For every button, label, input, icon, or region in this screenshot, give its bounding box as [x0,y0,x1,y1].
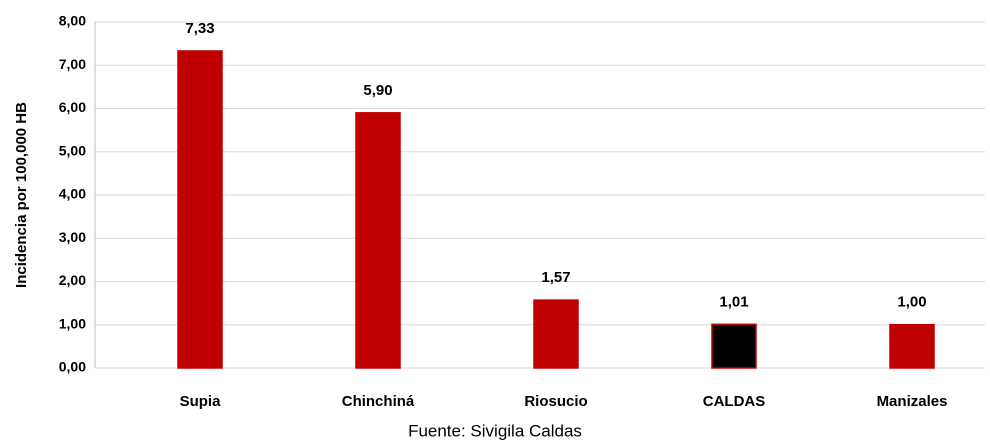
y-tick-label: 7,00 [59,56,86,72]
y-tick-label: 5,00 [59,142,86,158]
x-tick-label: Riosucio [524,393,587,410]
y-axis-label: Incidencia por 100,000 HB [13,102,30,288]
x-tick-label: CALDAS [703,393,766,410]
x-tick-label: Supia [180,393,221,410]
y-tick-label: 3,00 [59,229,86,245]
value-label: 1,57 [541,269,570,286]
y-tick-label: 4,00 [59,186,86,202]
bar [533,299,579,369]
x-tick-label: Manizales [877,393,948,410]
bar [355,112,401,369]
value-label: 5,90 [363,82,392,99]
bar [177,50,223,369]
y-tick-label: 8,00 [59,13,86,29]
value-label: 1,01 [719,293,748,310]
source-note: Fuente: Sivigila Caldas [408,421,582,440]
y-tick-label: 6,00 [59,99,86,115]
value-label: 1,00 [897,294,926,311]
value-label: 7,33 [185,20,214,37]
y-tick-label: 0,00 [59,359,86,375]
y-tick-label: 1,00 [59,315,86,331]
bar [889,324,935,369]
bar [711,323,757,369]
y-tick-label: 2,00 [59,272,86,288]
x-tick-label: Chinchiná [342,393,415,410]
